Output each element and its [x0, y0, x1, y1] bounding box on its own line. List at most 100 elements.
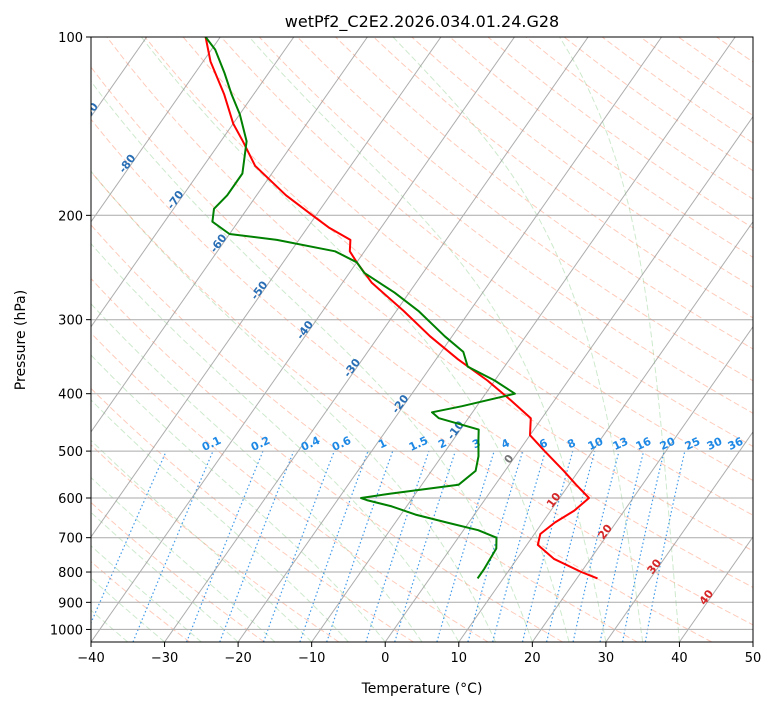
mixing-ratio-line — [299, 450, 369, 642]
moist-adiabat — [141, 37, 570, 642]
isotherm-label: -30 — [341, 356, 364, 380]
mixing-ratio-line — [521, 450, 574, 642]
isotherm-label: -50 — [248, 278, 271, 302]
dry-adiabat — [335, 37, 753, 350]
mixing-ratio-label: 30 — [705, 435, 725, 453]
mixing-ratio-label: 4 — [499, 436, 512, 451]
dry-adiabat — [640, 37, 753, 117]
dry-adiabat — [91, 332, 489, 642]
isotherm-line — [91, 37, 442, 538]
moist-adiabat — [91, 577, 165, 642]
dry-adiabat — [258, 37, 753, 414]
x-tick-label: 0 — [381, 651, 389, 666]
isotherm-line — [91, 37, 515, 642]
isotherm-label: -80 — [116, 152, 139, 176]
mixing-ratio-line — [132, 450, 214, 642]
isotherm-line — [384, 115, 753, 642]
moist-adiabat — [248, 37, 607, 642]
mixing-ratio-line — [572, 450, 620, 642]
isotherm-line — [311, 37, 736, 642]
mixing-ratio-label: 10 — [586, 435, 606, 453]
x-tick-label: 30 — [598, 651, 615, 666]
x-tick-label: −40 — [77, 651, 104, 666]
mixing-ratio-label: 16 — [634, 435, 654, 453]
moist-adiabat — [91, 511, 239, 642]
y-tick-label: 200 — [58, 209, 83, 224]
moist-adiabat — [91, 545, 202, 642]
isotherm-label: -100 — [40, 44, 67, 74]
isotherm-label: -40 — [294, 318, 317, 342]
mixing-ratio-line — [599, 450, 645, 642]
dry-adiabat — [91, 560, 191, 642]
x-tick-label: 10 — [451, 651, 468, 666]
dry-adiabat — [449, 37, 753, 258]
dry-adiabat — [91, 444, 340, 642]
mixing-ratio-label: 20 — [658, 435, 678, 453]
dry-adiabat — [91, 501, 265, 642]
moist-adiabat — [91, 242, 460, 642]
temperature-trace — [204, 37, 598, 580]
dry-adiabat — [106, 37, 753, 552]
chart-title: wetPf2_C2E2.2026.034.01.24.G28 — [285, 12, 559, 32]
isotherm-label: -60 — [207, 231, 230, 255]
y-tick-label: 800 — [58, 566, 83, 581]
mixing-ratio-line — [644, 450, 686, 642]
x-tick-label: −20 — [224, 651, 251, 666]
x-tick-label: 40 — [671, 651, 688, 666]
x-tick-label: −30 — [151, 651, 178, 666]
isotherm-label: -20 — [389, 392, 412, 416]
isotherm-line — [0, 37, 73, 642]
isotherm-line — [752, 641, 753, 642]
mixing-ratio-line — [326, 450, 394, 642]
x-axis-label: Temperature (°C) — [361, 681, 483, 697]
moist-adiabat — [91, 303, 423, 642]
axes: −40 −30 −20 −10 0 10 20 30 40 5010020030040050060… — [50, 31, 761, 666]
isotherm-line — [164, 37, 589, 642]
dry-adiabat — [373, 37, 753, 319]
dry-adiabat — [91, 118, 753, 626]
y-tick-label: 1000 — [50, 623, 83, 638]
dry-adiabat — [91, 224, 638, 642]
mixing-ratio-line — [436, 450, 495, 642]
isotherm-line — [531, 325, 753, 642]
dry-adiabat — [91, 277, 563, 642]
isotherm-label: 0 — [502, 452, 517, 466]
mixing-ratio-line — [365, 450, 430, 642]
background-lines: -100-90-80-70-60-50-40-30-20-10010203040… — [0, 37, 775, 642]
isotherm-label: 20 — [595, 522, 615, 542]
dry-adiabat — [487, 37, 753, 229]
y-tick-label: 400 — [58, 388, 83, 403]
mixing-ratio-line — [467, 450, 524, 642]
moist-adiabat — [91, 80, 533, 642]
dry-adiabat — [411, 37, 753, 288]
y-axis-label: Pressure (hPa) — [13, 290, 29, 390]
moist-adiabat — [392, 37, 644, 642]
isotherm-label: 10 — [544, 490, 564, 510]
dry-adiabat — [182, 37, 753, 482]
plot-frame — [90, 36, 754, 643]
x-tick-label: 20 — [524, 651, 541, 666]
mixing-ratio-label: 1 — [376, 436, 388, 451]
dry-adiabat — [678, 37, 753, 90]
mixing-ratio-line — [262, 450, 335, 642]
dry-adiabat — [755, 37, 775, 642]
dry-adiabat — [91, 171, 713, 642]
mixing-ratio-label: 3 — [470, 436, 482, 451]
x-tick-label: −10 — [298, 651, 325, 666]
isotherm-label: -90 — [79, 100, 102, 124]
x-tick-label: 50 — [745, 651, 762, 666]
moist-adiabat — [91, 399, 349, 642]
moist-adiabat — [559, 37, 680, 642]
dry-adiabat — [91, 387, 414, 642]
y-tick-label: 900 — [58, 596, 83, 611]
isotherm-line — [91, 37, 221, 223]
dry-adiabat — [144, 37, 753, 516]
dry-adiabat — [297, 37, 753, 382]
mixing-ratio-line — [186, 450, 264, 642]
mixing-ratio-line — [219, 450, 295, 642]
mixing-ratio-label: 25 — [683, 435, 702, 453]
moist-adiabat — [91, 170, 497, 642]
y-tick-label: 300 — [58, 314, 83, 329]
isotherm-line — [91, 37, 295, 328]
